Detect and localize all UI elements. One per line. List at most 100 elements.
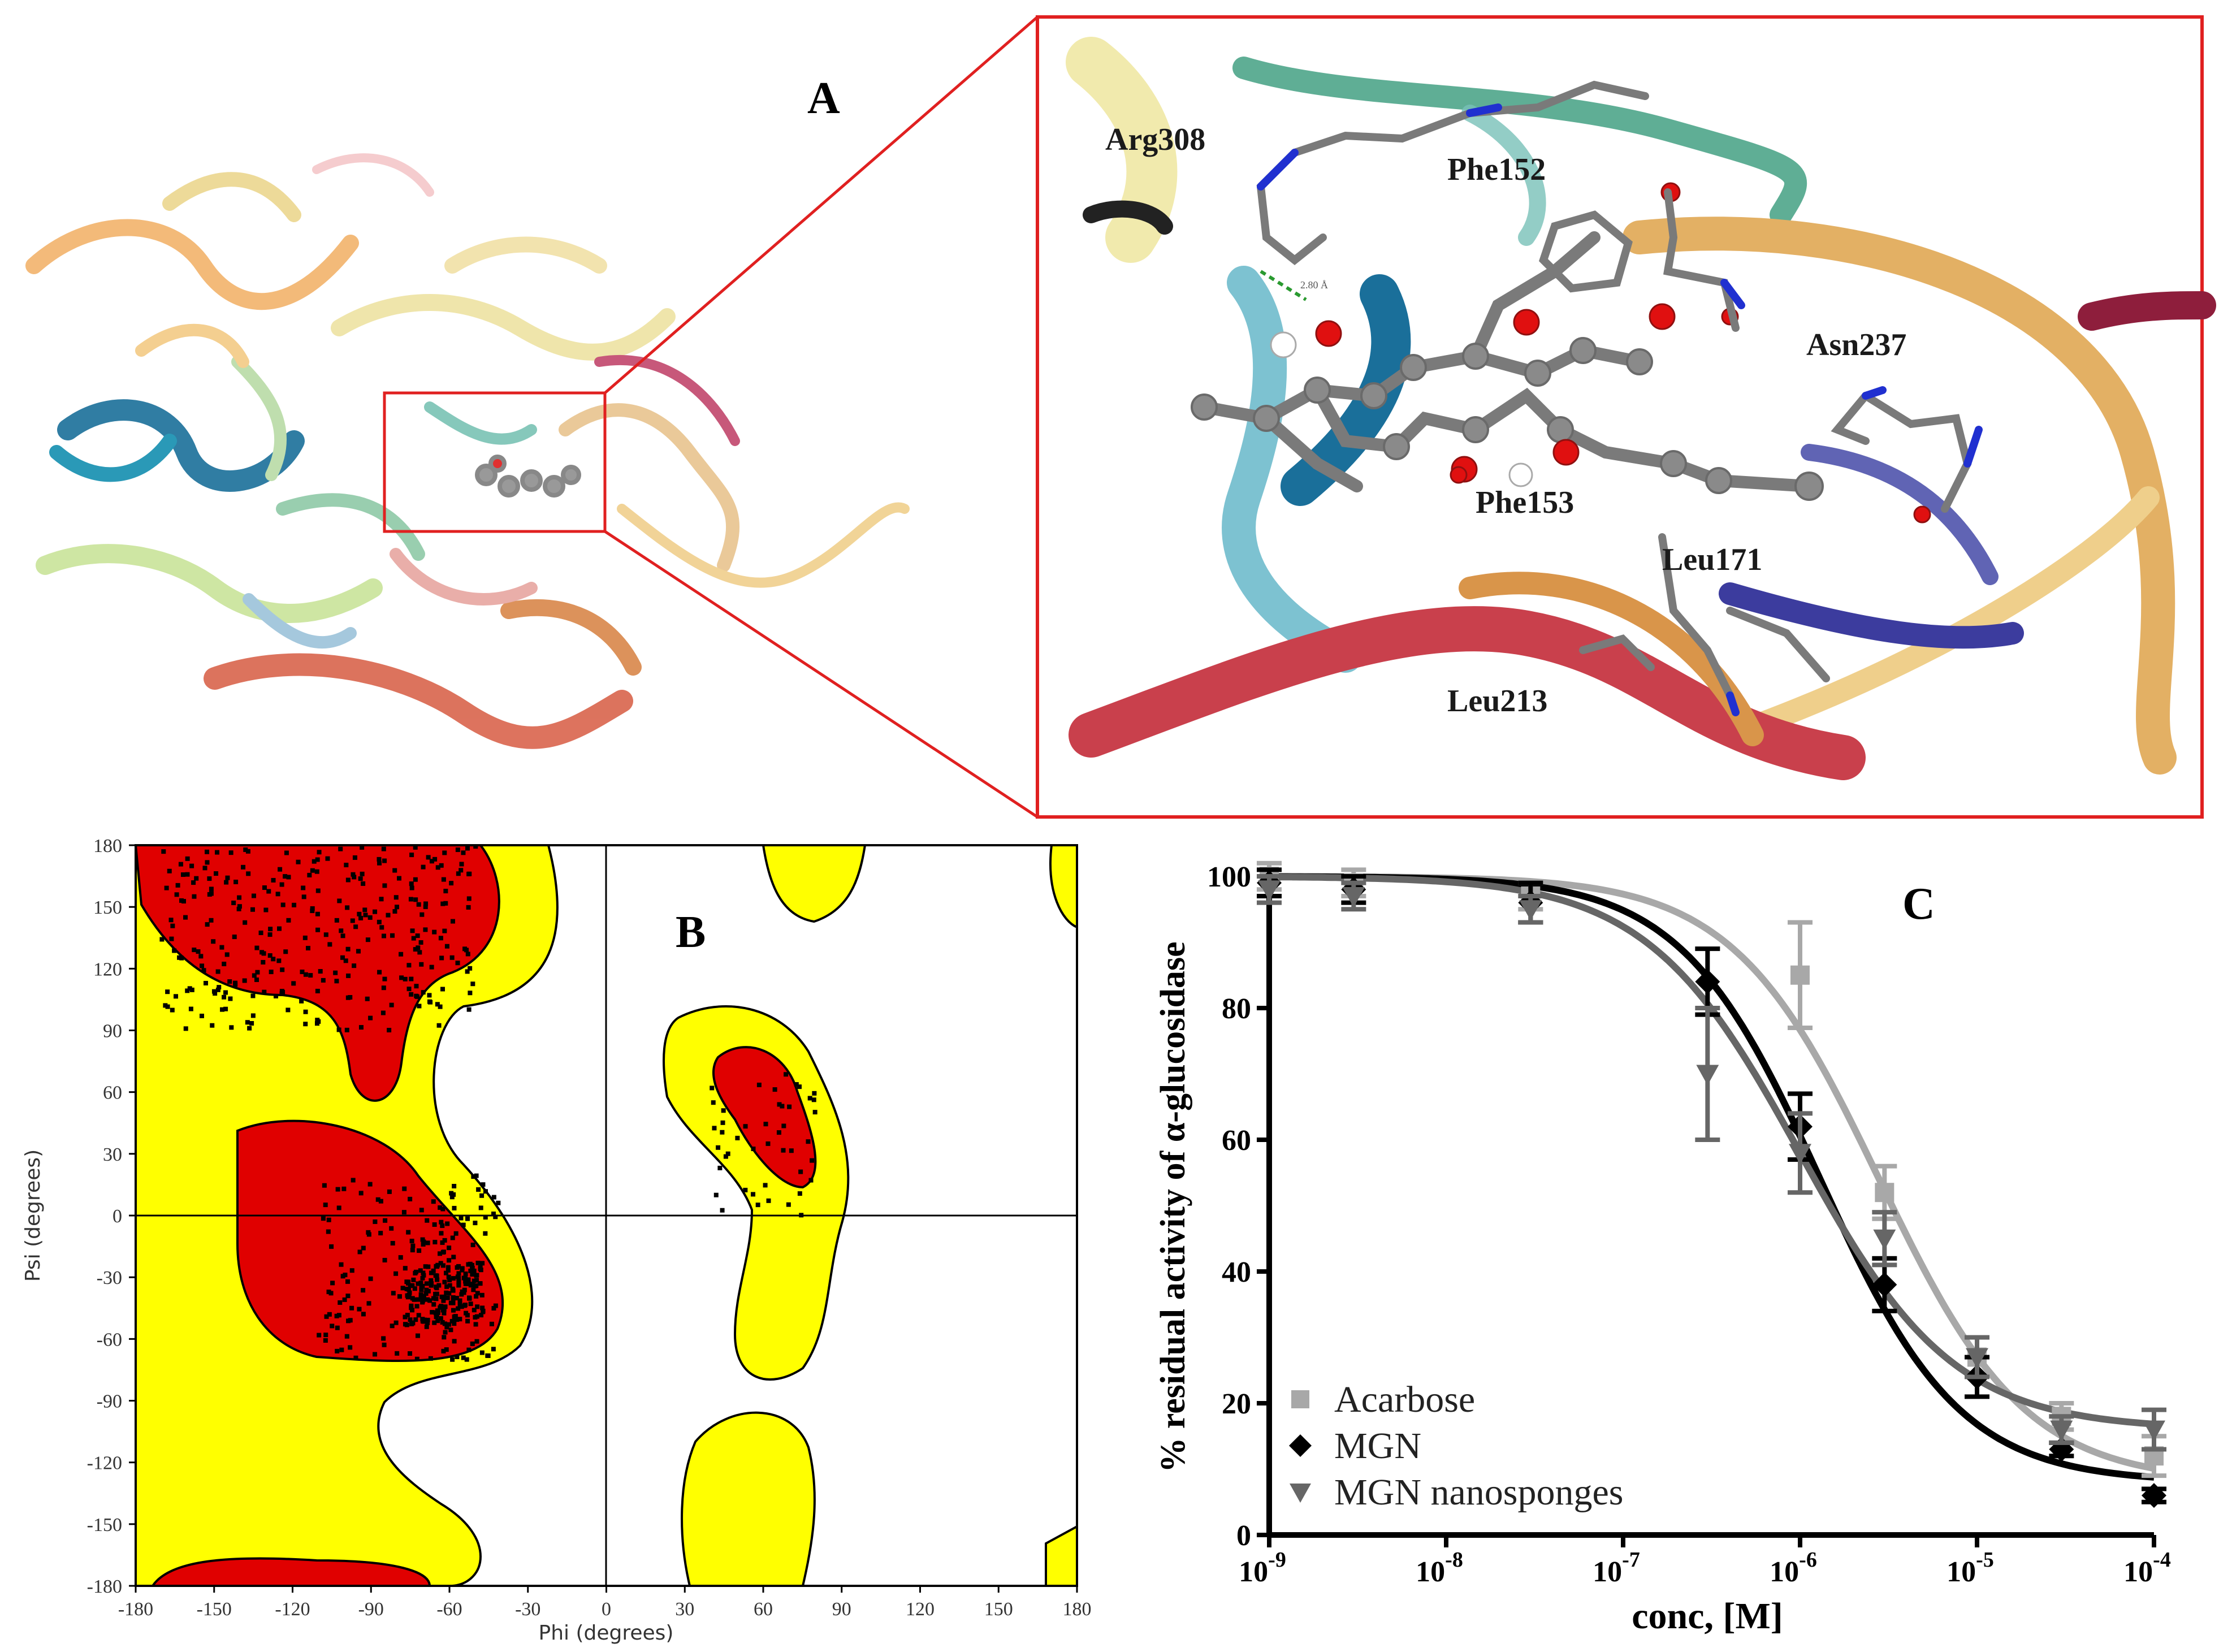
rama-point <box>343 958 348 963</box>
rama-x-tick-label: -90 <box>358 1599 384 1620</box>
legend-label-2: MGN nanosponges <box>1334 1472 1623 1513</box>
dose-y-ticks: 0 20 40 60 80 100 <box>1207 861 1269 1552</box>
rama-point <box>205 860 210 865</box>
rama-point <box>336 1205 341 1210</box>
residue-label-leu171: Leu171 <box>1662 542 1762 577</box>
rama-point <box>201 968 206 973</box>
rama-point <box>447 1291 452 1296</box>
rama-point <box>185 872 190 877</box>
rama-point <box>345 1279 350 1284</box>
rama-point <box>442 928 447 933</box>
rama-point <box>267 932 272 937</box>
rama-point <box>358 915 364 920</box>
rama-point <box>310 909 315 914</box>
rama-point <box>346 1318 351 1324</box>
rama-point <box>450 919 455 924</box>
rama-point <box>335 1187 340 1192</box>
rama-point <box>466 1007 472 1012</box>
rama-point <box>301 894 306 899</box>
rama-point <box>345 1294 351 1299</box>
rama-point <box>229 1025 234 1030</box>
rama-point <box>335 1348 340 1353</box>
dose-point-2 <box>2142 1407 2166 1452</box>
rama-point <box>349 1305 354 1311</box>
rama-point <box>409 992 414 997</box>
rama-point <box>389 1226 394 1231</box>
rama-point <box>225 875 230 880</box>
rama-point <box>219 945 224 950</box>
dose-y-tick-label: 20 <box>1222 1388 1251 1420</box>
rama-point <box>431 1296 436 1301</box>
rama-point <box>381 933 386 939</box>
rama-point <box>489 1321 494 1326</box>
rama-point <box>323 1203 328 1208</box>
rama-point <box>432 857 438 862</box>
rama-point <box>403 976 408 981</box>
rama-point <box>382 883 387 888</box>
rama-point <box>408 897 413 902</box>
rama-point <box>712 1126 717 1131</box>
rama-point <box>475 1304 480 1309</box>
rama-point <box>351 872 356 877</box>
legend-marker-0 <box>1291 1390 1309 1408</box>
rama-point <box>424 1281 429 1286</box>
rama-point <box>432 1222 437 1227</box>
rama-point <box>463 1272 468 1277</box>
rama-point <box>413 1269 418 1274</box>
rama-point <box>223 1006 228 1011</box>
rama-point <box>393 1271 399 1276</box>
rama-point <box>328 1291 334 1296</box>
rama-point <box>421 864 426 870</box>
rama-point <box>451 1255 456 1260</box>
rama-point <box>165 1004 170 1009</box>
rama-point <box>276 958 282 963</box>
rama-point <box>406 1230 411 1235</box>
rama-point <box>382 976 387 981</box>
rama-point <box>271 877 276 883</box>
rama-point <box>406 963 412 968</box>
rama-point <box>416 1281 421 1286</box>
rama-point <box>806 1139 811 1144</box>
rama-point <box>478 1281 483 1286</box>
rama-point <box>345 905 350 910</box>
rama-point <box>211 989 217 994</box>
rama-point <box>470 1341 475 1346</box>
rama-point <box>474 1314 479 1319</box>
rama-point <box>246 871 251 876</box>
dose-point-2 <box>1872 1210 1897 1268</box>
rama-point <box>408 1196 413 1201</box>
rama-point <box>435 1002 440 1007</box>
rama-point <box>427 1298 432 1303</box>
rama-point <box>410 1248 415 1253</box>
rama-point <box>491 1347 496 1352</box>
rama-point <box>436 1023 442 1028</box>
binding-site-zoom: 2.80 Å Arg308 Phe152 Asn237 Phe153 Leu17… <box>1036 15 2216 819</box>
rama-x-label: Phi (degrees) <box>539 1621 674 1645</box>
dose-x-tick-exponent: -5 <box>1976 1548 1994 1572</box>
rama-point <box>432 1239 438 1244</box>
rama-point <box>267 953 272 958</box>
rama-point <box>315 927 321 932</box>
rama-point <box>174 994 179 999</box>
rama-point <box>449 881 454 886</box>
rama-point <box>327 1312 332 1317</box>
rama-point <box>286 1007 291 1013</box>
rama-point <box>438 1305 443 1310</box>
rama-point <box>254 945 259 950</box>
rama-point <box>199 1013 204 1018</box>
rama-point <box>233 982 238 987</box>
rama-point <box>383 1218 388 1223</box>
rama-point <box>411 936 416 941</box>
rama-point <box>435 1318 440 1324</box>
rama-point <box>716 1145 721 1150</box>
rama-point <box>379 925 384 930</box>
rama-point <box>249 1021 254 1026</box>
rama-point <box>409 853 414 858</box>
rama-point <box>468 966 473 971</box>
rama-point <box>315 988 320 993</box>
rama-point <box>283 874 288 879</box>
rama-point <box>261 959 266 965</box>
rama-point <box>286 918 291 923</box>
rama-point <box>471 1174 476 1179</box>
rama-point <box>425 1240 430 1246</box>
